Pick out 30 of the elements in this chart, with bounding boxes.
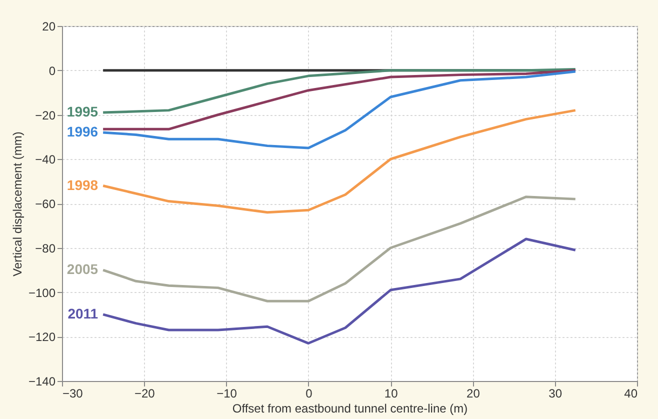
series-label: 1998	[66, 176, 98, 193]
y-tick-label: −60	[35, 197, 56, 211]
y-tick-label: −20	[35, 108, 56, 122]
line-series	[102, 68, 577, 114]
y-tick-label: −140	[28, 374, 56, 388]
line-series	[102, 70, 577, 150]
y-tick-label: −40	[35, 152, 56, 167]
x-tick-label: 0	[306, 386, 313, 400]
y-tick-label: 0	[48, 64, 56, 78]
y-axis-title: Vertical displacement (mm)	[10, 132, 24, 276]
line-series	[102, 238, 577, 345]
x-tick-label: −20	[134, 386, 156, 400]
y-tick-label: −80	[35, 241, 56, 256]
y-tick-label: −120	[28, 330, 56, 344]
x-tick-label: 40	[624, 386, 638, 400]
x-tick-label: 20	[466, 386, 480, 400]
x-tick-label: −10	[216, 386, 238, 400]
y-tick-label: −100	[28, 286, 56, 300]
line-series	[102, 109, 577, 214]
series-label: 1996	[66, 124, 98, 140]
x-axis-title: Offset from eastbound tunnel centre-line (m)	[232, 402, 468, 416]
series-label: 1995	[66, 104, 98, 120]
line-series	[102, 69, 577, 130]
line-series	[102, 196, 577, 302]
series-label: 2005	[66, 261, 98, 278]
x-tick-label: −30	[62, 386, 84, 400]
y-tick-label: 20	[42, 20, 56, 34]
x-tick-label: 10	[384, 386, 398, 400]
series-label: 2011	[68, 305, 98, 322]
x-tick-label: 30	[548, 386, 562, 400]
